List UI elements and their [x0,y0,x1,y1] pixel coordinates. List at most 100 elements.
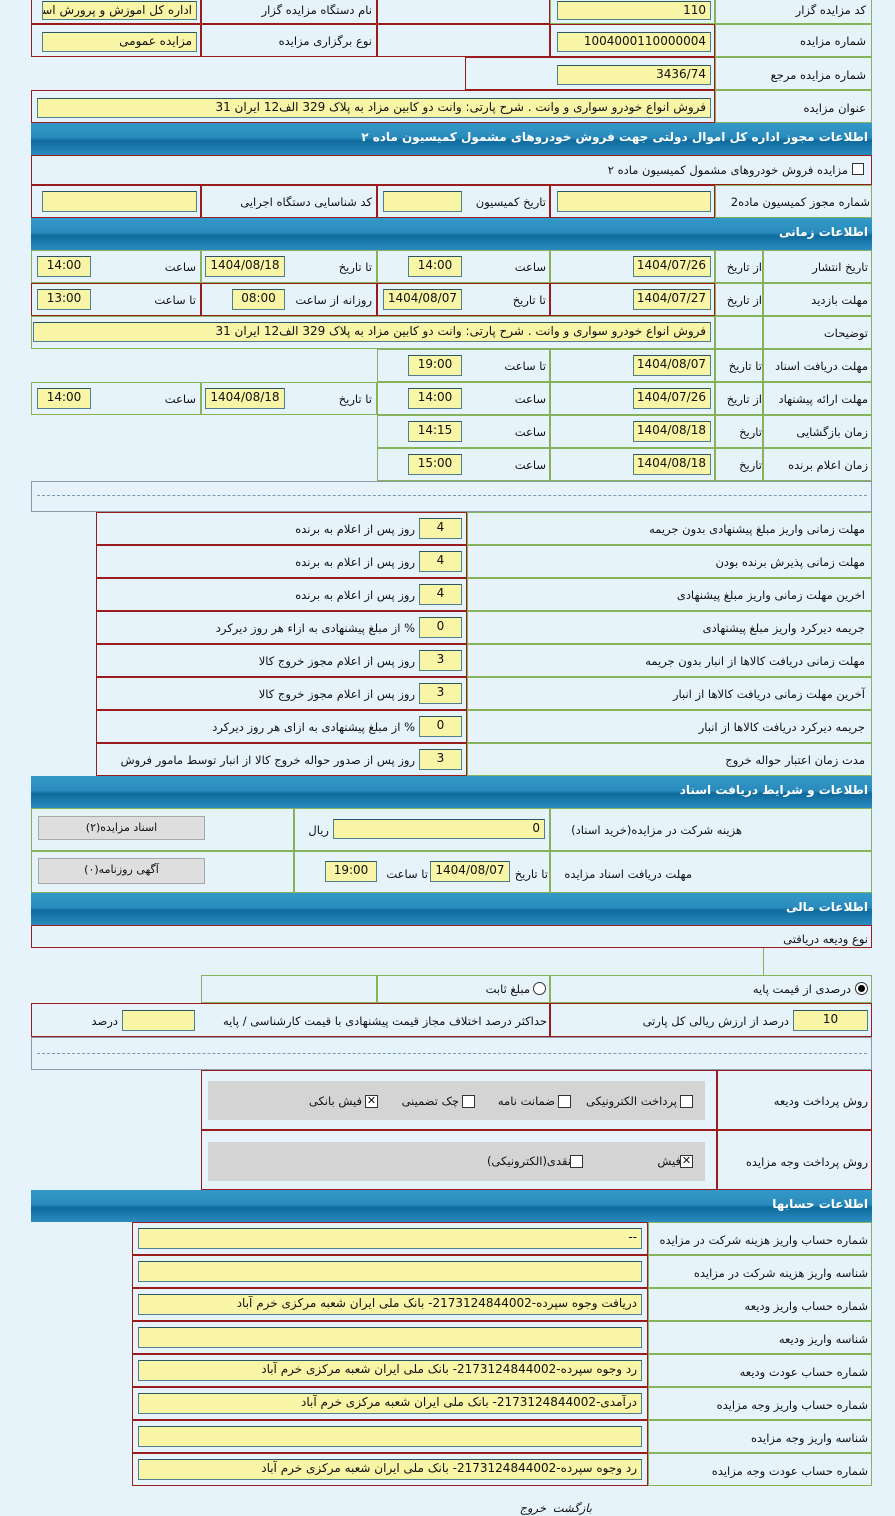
field-label: شماره مزایده [800,34,866,48]
table-cell [715,283,763,316]
commission-permit-field[interactable] [557,191,711,212]
offer-to-field[interactable]: 1404/08/18 [205,388,285,409]
deadline-label: جریمه دیرکرد دریافت کالاها از انبار [698,720,865,734]
field-label: مهلت دریافت اسناد [775,359,868,373]
field-label: تا تاریخ [338,260,372,274]
field-label: از تاریخ [726,293,762,307]
table-cell [715,90,872,123]
publish-time-field[interactable]: 14:00 [408,256,462,277]
docs-to-field[interactable]: 1404/08/07 [633,355,711,376]
table-cell [31,925,872,948]
agency-code-field[interactable] [42,191,197,212]
deadline-suffix: روز پس از صدور حواله خروج کالا از انبار … [120,753,415,767]
account-value-field[interactable]: رد وجوه سپرده-2173124844002- بانک ملی ای… [138,1459,642,1480]
organizer-name-field[interactable]: اداره کل اموزش و پرورش استا [42,1,197,20]
deposit-method-checkbox[interactable] [680,1095,693,1108]
field-label: مهلت بازدید [811,293,868,307]
visit-daily_to-field[interactable]: 13:00 [37,289,91,310]
visit-daily_from-field[interactable]: 08:00 [232,289,285,310]
auction-number-field[interactable]: 1004000110000004 [557,32,711,52]
publish-to-field[interactable]: 1404/08/18 [205,256,285,277]
field-label: ساعت [514,260,546,274]
table-cell [467,677,872,710]
publish-to_time-field[interactable]: 14:00 [37,256,91,277]
deposit-method-checkbox[interactable] [462,1095,475,1108]
deposit-method-label: فیش بانکی [308,1094,362,1108]
account-value-field[interactable] [138,1261,642,1282]
field-label: تا ساعت [386,867,428,881]
deadline-value-field[interactable]: 3 [419,650,462,671]
payment-method-checkbox[interactable]: ✕ [680,1154,693,1168]
offer-to_time-field[interactable]: 14:00 [37,388,91,409]
account-value-field[interactable]: درآمدی-2173124844002- بانک ملی ایران شعب… [138,1393,642,1414]
deposit-method-options [208,1081,705,1120]
table-cell [550,349,715,382]
deposit-method-checkbox[interactable] [558,1095,571,1108]
deposit-method-label: ضمانت نامه [497,1094,555,1108]
deadline-value-field[interactable]: 4 [419,551,462,572]
table-cell [377,382,550,415]
payment-method-checkbox[interactable] [570,1155,583,1168]
offer-from-field[interactable]: 1404/07/26 [633,388,711,409]
fixed-amount-radio[interactable] [533,982,546,995]
field-label: ساعت [514,392,546,406]
account-value-field[interactable]: رد وجوه سپرده-2173124844002- بانک ملی ای… [138,1360,642,1381]
table-cell [96,710,467,743]
document-fee-field[interactable]: 0 [333,819,545,839]
deadline-label: اخرین مهلت زمانی واریز مبلغ پیشنهادی [676,588,865,602]
commission-date-field[interactable] [383,191,462,212]
commission-checkbox[interactable] [852,163,864,175]
newspaper-ad-button[interactable]: آگهی روزنامه(۰) [38,858,205,884]
exit-link[interactable]: خروج [519,1501,546,1515]
deadline-suffix: روز پس از اعلام مجوز خروج کالا [258,687,415,701]
table-cell [31,250,201,283]
visit-to-field[interactable]: 1404/08/07 [383,289,462,310]
table-cell [96,677,467,710]
table-cell [715,415,763,448]
account-value-field[interactable] [138,1327,642,1348]
table-cell [715,250,763,283]
winner-date-field[interactable]: 1404/08/18 [633,454,711,475]
divider [763,948,764,975]
dotted-divider [37,495,867,496]
field-label: شماره مجوز کمیسیون ماده2 [730,195,870,209]
organizer-code-field[interactable]: 110 [557,1,711,20]
docs-time-field[interactable]: 19:00 [408,355,462,376]
max-difference-field[interactable] [122,1010,195,1031]
table-cell [132,1420,648,1453]
visit-from-field[interactable]: 1404/07/27 [633,289,711,310]
back-link[interactable]: بازگشت [552,1501,592,1515]
percent-radio[interactable] [855,982,868,995]
deadline-value-field[interactable]: 4 [419,518,462,539]
reference-number-field[interactable]: 3436/74 [557,65,711,85]
deadline-value-field[interactable]: 0 [419,716,462,737]
account-value-field[interactable] [138,1426,642,1447]
deposit-method-checkbox[interactable]: ✕ [365,1094,378,1108]
deadline-value-field[interactable]: 3 [419,749,462,770]
timing-section-header: اطلاعات زمانی [31,218,872,250]
auction-documents-button[interactable]: اسناد مزایده(۲) [38,816,205,840]
documents-deadline-date-field[interactable]: 1404/08/07 [430,861,510,882]
deadline-value-field[interactable]: 0 [419,617,462,638]
account-value-field[interactable]: دریافت وجوه سپرده-2173124844002- بانک مل… [138,1294,642,1315]
field-label: روزانه از ساعت [295,293,372,307]
deposit-percent-field[interactable]: 10 [793,1010,868,1031]
winner-time-field[interactable]: 15:00 [408,454,462,475]
payment-method-label: نقدی(الکترونیکی) [486,1154,571,1168]
table-cell [377,0,550,24]
deadline-value-field[interactable]: 3 [419,683,462,704]
description-field[interactable]: فروش انواع خودرو سواری و وانت . شرح پارت… [33,322,711,342]
table-cell [377,283,550,316]
account-label: شماره حساب عودت ودیعه [739,1365,868,1379]
offer-time-field[interactable]: 14:00 [408,388,462,409]
auction-type-field[interactable]: مزایده عمومی [42,32,197,52]
percent-radio-label: درصدی از قیمت پایه [752,982,851,996]
deadline-value-field[interactable]: 4 [419,584,462,605]
opening-date-field[interactable]: 1404/08/18 [633,421,711,442]
field-label: حداکثر درصد اختلاف مجاز قیمت پیشنهادی با… [222,1014,547,1028]
auction-title-field[interactable]: فروش انواع خودرو سواری و وانت . شرح پارت… [37,98,711,118]
publish-from-field[interactable]: 1404/07/26 [633,256,711,277]
account-value-field[interactable]: -- [138,1228,642,1249]
documents-deadline-time-field[interactable]: 19:00 [325,861,377,882]
opening-time-field[interactable]: 14:15 [408,421,462,442]
